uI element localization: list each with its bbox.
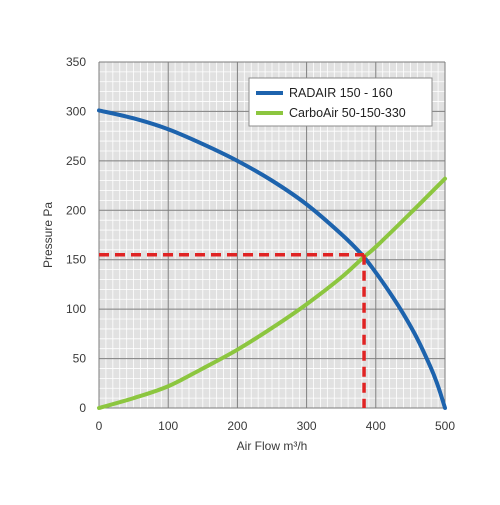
x-tick-label: 0 (96, 419, 103, 433)
y-axis-title: Pressure Pa (41, 202, 55, 268)
legend-label-carboair: CarboAir 50-150-330 (289, 106, 406, 120)
y-tick-label: 250 (66, 154, 86, 168)
legend-label-radair: RADAIR 150 - 160 (289, 86, 393, 100)
legend: RADAIR 150 - 160 CarboAir 50-150-330 (248, 77, 433, 127)
y-tick-label: 200 (66, 203, 86, 217)
operating-point-layer (99, 253, 366, 408)
series-line-carboair (97, 176, 447, 410)
x-tick-label: 500 (435, 419, 455, 433)
x-tick-label: 400 (366, 419, 386, 433)
series-layer (97, 108, 447, 410)
y-tick-label: 100 (66, 302, 86, 316)
y-tick-label: 300 (66, 104, 86, 118)
y-tick-label: 0 (79, 401, 86, 415)
legend-box (248, 77, 433, 127)
y-tick-label: 350 (66, 55, 86, 69)
series-line-radair (97, 108, 447, 410)
x-tick-label: 300 (297, 419, 317, 433)
x-tick-labels: 0 100 200 300 400 500 (96, 419, 456, 433)
x-tick-label: 200 (227, 419, 247, 433)
y-tick-label: 50 (73, 352, 87, 366)
y-tick-label: 150 (66, 253, 86, 267)
y-tick-labels: 0 50 100 150 200 250 300 350 (66, 55, 86, 415)
x-tick-label: 100 (158, 419, 178, 433)
x-axis-title: Air Flow m³/h (237, 439, 308, 453)
